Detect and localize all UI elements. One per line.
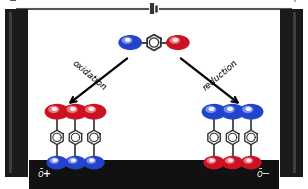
Text: oxidation: oxidation <box>71 59 108 92</box>
Circle shape <box>209 108 214 110</box>
Circle shape <box>167 36 189 49</box>
Circle shape <box>50 158 59 163</box>
Circle shape <box>87 158 95 163</box>
Circle shape <box>206 106 216 112</box>
Circle shape <box>221 105 244 119</box>
Circle shape <box>71 108 75 110</box>
Circle shape <box>202 105 226 119</box>
Circle shape <box>241 156 261 169</box>
Circle shape <box>210 159 214 161</box>
Circle shape <box>90 159 94 161</box>
Circle shape <box>52 108 57 110</box>
Text: $+$: $+$ <box>290 0 299 4</box>
Circle shape <box>119 36 141 49</box>
Circle shape <box>67 106 77 112</box>
Circle shape <box>89 108 94 110</box>
Circle shape <box>228 159 232 161</box>
Bar <box>29 160 279 189</box>
Bar <box>294 12 296 173</box>
Circle shape <box>170 37 179 43</box>
Circle shape <box>53 159 57 161</box>
Circle shape <box>173 39 178 41</box>
Circle shape <box>64 105 87 119</box>
Text: reduction: reduction <box>201 58 240 93</box>
Circle shape <box>66 156 85 169</box>
Circle shape <box>247 159 251 161</box>
Circle shape <box>223 156 242 169</box>
Circle shape <box>125 39 130 41</box>
Circle shape <box>225 158 234 163</box>
Circle shape <box>47 156 67 169</box>
Text: $\bar{o}$+: $\bar{o}$+ <box>37 168 52 180</box>
Circle shape <box>243 106 253 112</box>
Circle shape <box>68 158 77 163</box>
Bar <box>9 12 12 173</box>
Circle shape <box>86 106 95 112</box>
Circle shape <box>82 105 106 119</box>
Circle shape <box>45 105 69 119</box>
Text: $\bar{o}$$-$: $\bar{o}$$-$ <box>256 168 271 180</box>
Circle shape <box>71 159 75 161</box>
Circle shape <box>244 158 253 163</box>
Circle shape <box>246 108 251 110</box>
Text: $-$: $-$ <box>9 0 18 4</box>
Circle shape <box>84 156 104 169</box>
Bar <box>6 9 28 177</box>
Circle shape <box>228 108 232 110</box>
Circle shape <box>122 37 132 43</box>
Circle shape <box>207 158 216 163</box>
Circle shape <box>49 106 59 112</box>
Circle shape <box>224 106 234 112</box>
Circle shape <box>239 105 263 119</box>
Circle shape <box>204 156 224 169</box>
Bar <box>280 9 302 177</box>
